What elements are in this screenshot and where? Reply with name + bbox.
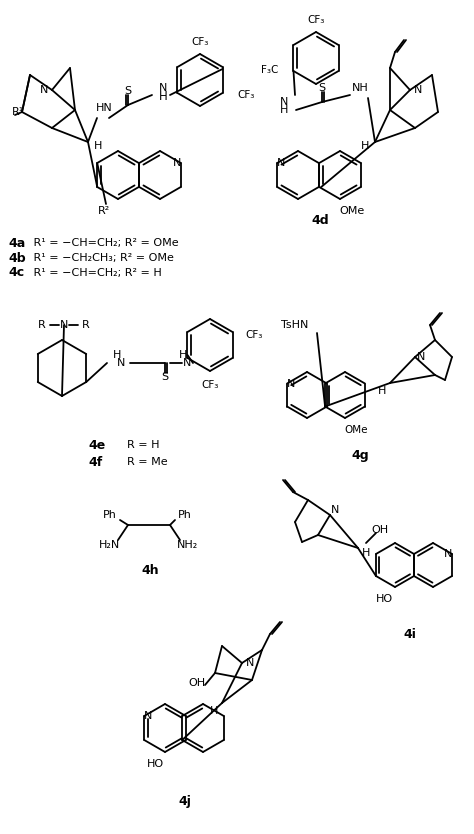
Text: N: N <box>417 352 425 362</box>
Text: R = Me: R = Me <box>120 457 168 467</box>
Text: N: N <box>287 379 295 389</box>
Text: HN: HN <box>96 103 112 113</box>
Text: 4d: 4d <box>311 214 329 227</box>
Text: N: N <box>173 158 181 168</box>
Text: NH₂: NH₂ <box>177 540 199 550</box>
Text: N: N <box>444 549 453 559</box>
Text: R¹ = −CH₂CH₃; R² = OMe: R¹ = −CH₂CH₃; R² = OMe <box>30 253 174 263</box>
Text: S: S <box>125 86 132 96</box>
Text: N: N <box>277 158 285 168</box>
Text: H: H <box>280 105 288 115</box>
Text: S: S <box>162 372 169 382</box>
Text: H: H <box>210 706 218 716</box>
Text: N: N <box>414 85 422 95</box>
Text: R¹: R¹ <box>12 107 24 117</box>
Text: CF₃: CF₃ <box>191 37 209 47</box>
Text: HO: HO <box>147 759 164 769</box>
Text: 4a: 4a <box>8 237 25 249</box>
Text: CF₃: CF₃ <box>237 90 255 100</box>
Text: 4i: 4i <box>403 629 417 641</box>
Text: 4h: 4h <box>141 564 159 576</box>
Text: R²: R² <box>98 206 109 216</box>
Text: H: H <box>179 350 187 360</box>
Text: F₃C: F₃C <box>261 65 279 75</box>
Text: 4b: 4b <box>8 252 26 264</box>
Text: H: H <box>94 141 102 151</box>
Text: N: N <box>246 658 254 668</box>
Text: H: H <box>361 141 369 151</box>
Text: R: R <box>38 320 46 330</box>
Text: CF₃: CF₃ <box>201 380 219 390</box>
Text: N: N <box>117 358 125 368</box>
Text: OMe: OMe <box>345 425 368 435</box>
Text: CF₃: CF₃ <box>307 15 325 25</box>
Text: H: H <box>378 386 386 396</box>
Text: R¹ = −CH=CH₂; R² = H: R¹ = −CH=CH₂; R² = H <box>30 268 162 278</box>
Text: 4e: 4e <box>88 439 105 451</box>
Text: S: S <box>319 83 326 93</box>
Text: HO: HO <box>375 594 392 604</box>
Text: NH: NH <box>352 83 368 93</box>
Text: 4j: 4j <box>179 795 191 807</box>
Text: H: H <box>159 89 167 103</box>
Text: 4f: 4f <box>88 455 102 469</box>
Text: N: N <box>60 320 68 330</box>
Text: 4g: 4g <box>351 449 369 461</box>
Text: Ph: Ph <box>103 510 117 520</box>
Text: N: N <box>331 505 339 515</box>
Text: R: R <box>82 320 90 330</box>
Text: TsHN: TsHN <box>281 320 309 330</box>
Text: N: N <box>40 85 48 95</box>
Text: H: H <box>113 350 121 360</box>
Text: R¹ = −CH=CH₂; R² = OMe: R¹ = −CH=CH₂; R² = OMe <box>30 238 179 248</box>
Text: H: H <box>362 548 370 558</box>
Text: CF₃: CF₃ <box>246 330 263 340</box>
Text: N: N <box>144 711 152 721</box>
Text: 4c: 4c <box>8 267 24 279</box>
Text: OMe: OMe <box>339 206 365 216</box>
Text: OH: OH <box>372 525 389 535</box>
Text: H₂N: H₂N <box>100 540 120 550</box>
Text: R = H: R = H <box>120 440 159 450</box>
Text: N: N <box>183 358 191 368</box>
Text: N: N <box>280 97 288 107</box>
Text: N: N <box>159 83 167 93</box>
Text: OH: OH <box>189 678 206 688</box>
Text: Ph: Ph <box>178 510 192 520</box>
